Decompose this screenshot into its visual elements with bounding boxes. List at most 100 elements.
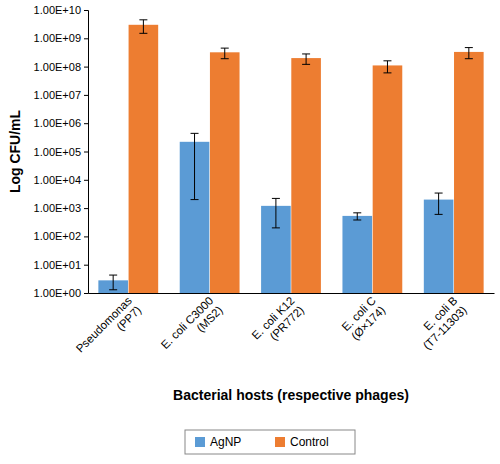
tick-mark: [84, 10, 88, 11]
tick-label: 1.00E+08: [34, 61, 81, 73]
error-bar: [109, 275, 117, 290]
tick: 1.00E+10: [34, 4, 88, 16]
tick-label: 1.00E+04: [34, 174, 81, 186]
tick: 1.00E+09: [34, 32, 88, 44]
error-stem: [306, 54, 307, 64]
bar: [291, 58, 321, 293]
tick: E. coli K12(PR772): [249, 294, 306, 351]
tick-label: 1.00E+09: [34, 32, 81, 44]
tick-label: E. coli C(Ø×174): [339, 294, 387, 342]
x-axis-title: Bacterial hosts (respective phages): [173, 387, 409, 403]
error-cap: [435, 214, 443, 215]
axis-line: [84, 11, 89, 294]
tick: Pseudomonas(PP7): [74, 294, 144, 364]
tick-label: 1.00E+03: [34, 202, 81, 214]
error-cap: [221, 48, 229, 49]
error-cap: [109, 275, 117, 276]
error-cap: [383, 72, 391, 73]
error-cap: [272, 198, 280, 199]
axis-line: [89, 293, 495, 294]
tick-label: 1.00E+02: [34, 230, 81, 242]
tick: 1.00E+02: [34, 230, 88, 242]
legend: AgNP Control: [185, 430, 355, 454]
legend-frame: [185, 430, 355, 454]
error-bar: [383, 61, 391, 73]
error-stem: [194, 133, 195, 199]
tick-mark: [84, 180, 88, 181]
tick-label: Pseudomonas(PP7): [74, 294, 144, 364]
tick-label: E. coli C3000(MS2): [159, 294, 225, 360]
legend-swatch: [195, 437, 205, 447]
tick: 1.00E+00: [34, 287, 88, 299]
y-axis-title: Log CFU/mL: [7, 109, 23, 193]
error-bar: [353, 213, 361, 220]
error-cap: [139, 19, 147, 20]
error-bar: [302, 54, 310, 64]
tick: E. coli C(Ø×174): [339, 294, 387, 342]
error-stem: [468, 48, 469, 59]
tick: 1.00E+04: [34, 174, 88, 186]
error-cap: [191, 133, 199, 134]
tick-mark: [84, 95, 88, 96]
tick-mark: [84, 38, 88, 39]
tick: 1.00E+01: [34, 259, 88, 271]
tick-mark: [84, 152, 88, 153]
error-cap: [383, 60, 391, 61]
bar: [210, 52, 240, 293]
error-cap: [435, 193, 443, 194]
legend-label: AgNP: [210, 435, 241, 449]
tick: 1.00E+07: [34, 89, 88, 101]
error-cap: [353, 219, 361, 220]
x-axis: Pseudomonas(PP7)E. coli C3000(MS2) E. col…: [74, 294, 495, 365]
chart: 1.00E+00 1.00E+01 1.00E+02 1.00E+03 1.00E+04…: [0, 0, 500, 464]
tick-label: E. coli B(T7-11303): [411, 294, 469, 352]
error-bar: [435, 193, 443, 214]
error-bar: [272, 198, 280, 227]
tick: 1.00E+06: [34, 117, 88, 129]
tick-mark: [84, 67, 88, 68]
error-bar: [191, 133, 199, 199]
tick-mark: [84, 236, 88, 237]
error-stem: [143, 20, 144, 34]
legend-label: Control: [290, 435, 329, 449]
legend-swatch: [275, 437, 285, 447]
error-stem: [113, 275, 114, 290]
error-stem: [387, 61, 388, 73]
marks: [98, 20, 483, 293]
tick-label: 1.00E+01: [34, 259, 81, 271]
tick-label: 1.00E+05: [34, 146, 81, 158]
tick-label: E. coli K12(PR772): [249, 294, 306, 351]
error-cap: [353, 212, 361, 213]
error-stem: [275, 198, 276, 227]
error-cap: [221, 58, 229, 59]
error-cap: [191, 199, 199, 200]
tick-mark: [84, 208, 88, 209]
error-bar: [139, 20, 147, 34]
tick-mark: [84, 265, 88, 266]
bar: [454, 52, 484, 293]
error-cap: [465, 47, 473, 48]
error-cap: [465, 58, 473, 59]
y-axis: 1.00E+00 1.00E+01 1.00E+02 1.00E+03 1.00E+04…: [34, 4, 89, 299]
tick: 1.00E+05: [34, 146, 88, 158]
error-cap: [109, 289, 117, 290]
bar: [342, 216, 372, 293]
error-stem: [438, 193, 439, 214]
tick-label: 1.00E+10: [34, 4, 81, 16]
tick-label: 1.00E+07: [34, 89, 81, 101]
error-stem: [357, 213, 358, 220]
error-cap: [302, 64, 310, 65]
tick-mark: [84, 123, 88, 124]
tick: E. coli C3000(MS2): [159, 294, 225, 360]
error-bar: [465, 48, 473, 59]
tick: 1.00E+03: [34, 202, 88, 214]
error-bar: [221, 48, 229, 59]
error-stem: [224, 48, 225, 59]
tick: 1.00E+08: [34, 61, 88, 73]
error-cap: [302, 53, 310, 54]
bar: [129, 25, 159, 293]
tick-label: 1.00E+06: [34, 117, 81, 129]
series: [129, 20, 484, 293]
bar: [373, 65, 403, 293]
tick-label: 1.00E+00: [34, 287, 81, 299]
